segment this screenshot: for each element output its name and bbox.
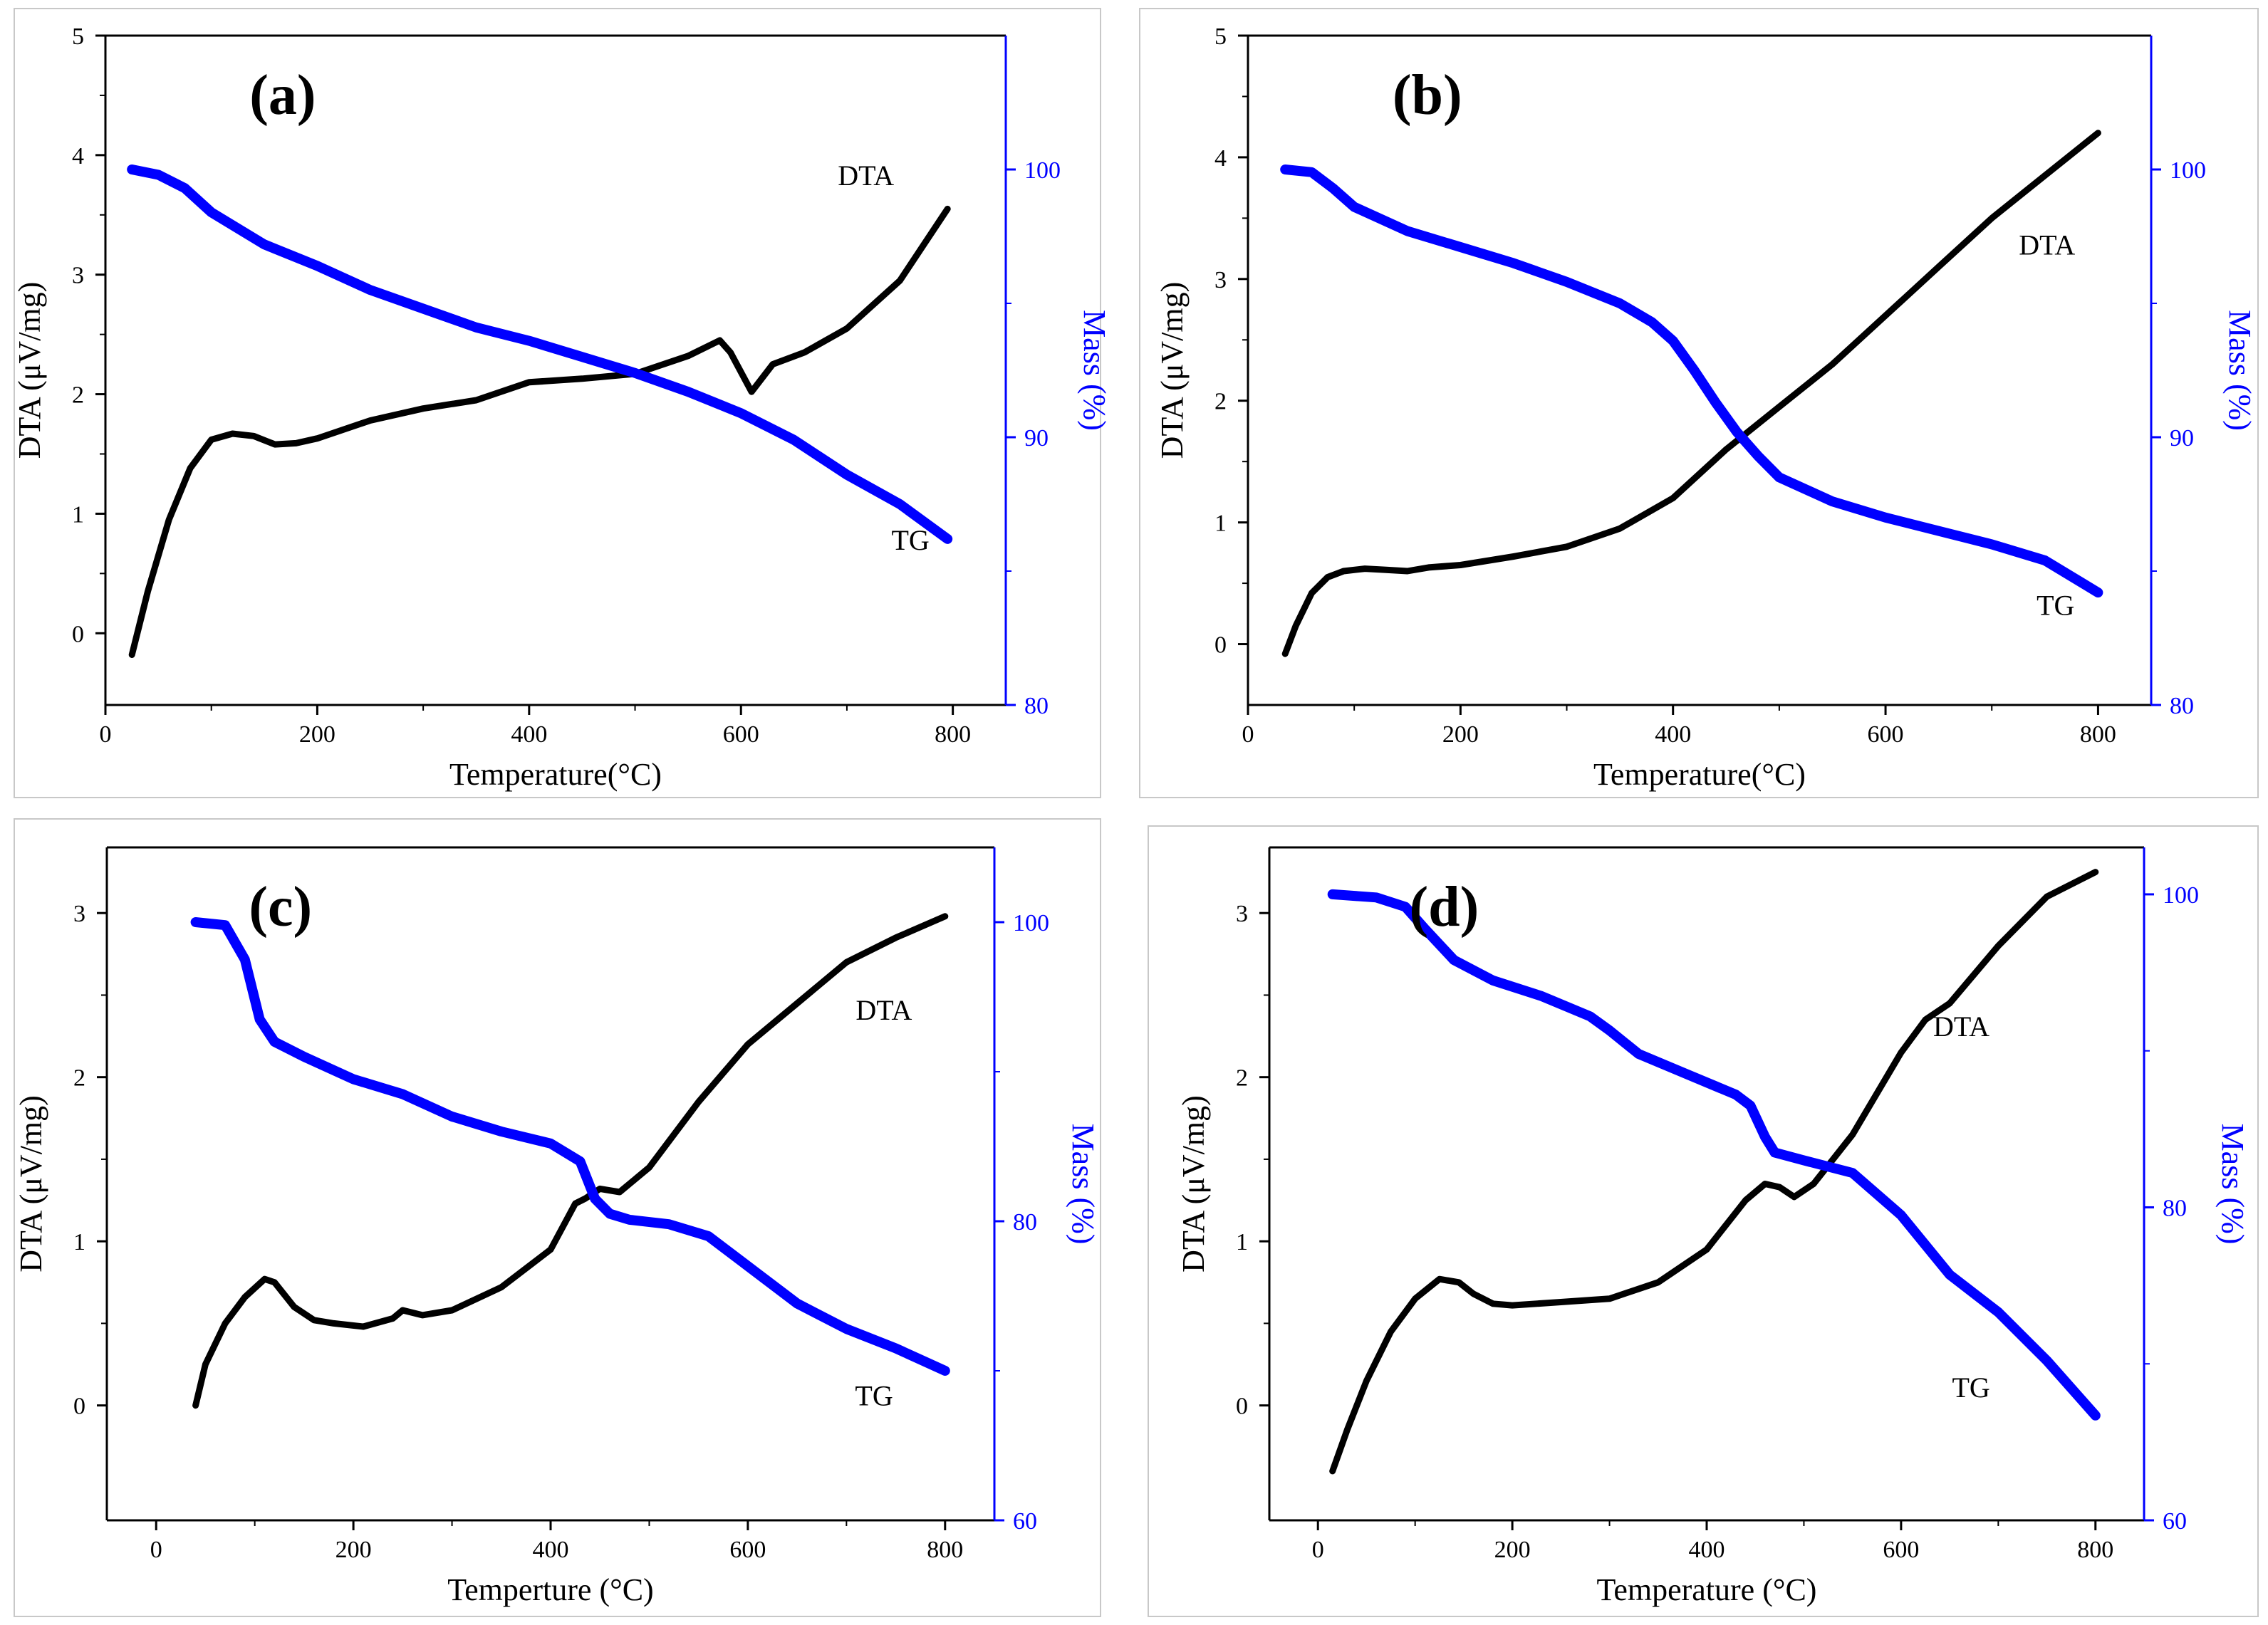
y-tick-label: 2 (73, 1065, 85, 1092)
y2-axis-label: Mass (%) (1066, 1124, 1101, 1245)
y2-tick-label: 80 (1024, 693, 1049, 719)
y-axis-label: DTA (μV/mg) (1176, 1095, 1211, 1273)
panel-label: (d) (1409, 876, 1479, 939)
x-tick-label: 800 (927, 1537, 963, 1563)
tg-curve (190, 917, 950, 1376)
x-axis-label: Temperture (°C) (447, 1572, 653, 1607)
y2-tick-label: 100 (2163, 882, 2199, 909)
x-tick-label: 0 (100, 721, 112, 748)
tg-curve (127, 164, 953, 544)
y-tick-label: 0 (1236, 1394, 1248, 1420)
x-tick-label: 400 (533, 1537, 569, 1563)
y-tick-label: 4 (1214, 145, 1227, 172)
y-axis-label: DTA (μV/mg) (14, 1095, 48, 1273)
x-tick-label: 0 (150, 1537, 162, 1563)
y2-tick-label: 100 (1024, 157, 1061, 184)
y2-axis-label: Mass (%) (2222, 310, 2257, 431)
x-tick-label: 0 (1312, 1537, 1324, 1563)
y-tick-label: 5 (72, 23, 84, 50)
y-axis-label: DTA (μV/mg) (12, 282, 47, 459)
curve-label-tg: TG (855, 1380, 893, 1412)
y2-tick-label: 60 (2163, 1508, 2187, 1535)
tg-curve (1280, 164, 2103, 598)
y2-tick-label: 60 (1013, 1508, 1037, 1535)
panel-b: 0 200 400 600 800 0 1 2 3 4 5 80 90 100 Temperature(°C… (1139, 8, 2259, 798)
y2-axis-label: Mass (%) (1077, 310, 1112, 431)
panel-label: (c) (249, 876, 312, 939)
y-tick-label: 5 (1214, 23, 1227, 50)
x-tick-label: 800 (2077, 1537, 2113, 1563)
x-tick-label: 200 (335, 1537, 372, 1563)
y-tick-label: 1 (73, 1229, 85, 1255)
y2-tick-label: 90 (1024, 425, 1049, 451)
curve-label-dta: DTA (838, 160, 894, 192)
panel-frame (1139, 8, 2259, 798)
x-tick-label: 200 (1494, 1537, 1531, 1563)
dta-curve (128, 205, 951, 658)
y-axis-label: DTA (μV/mg) (1155, 282, 1190, 459)
panel-frame (14, 8, 1101, 798)
y2-tick-label: 80 (2170, 693, 2194, 719)
curve-label-tg: TG (892, 524, 930, 556)
curve-label-tg: TG (2036, 590, 2074, 622)
panel-frame (14, 818, 1101, 1617)
dta-curve (1281, 130, 2101, 657)
y-tick-label: 4 (72, 143, 84, 169)
x-tick-label: 600 (729, 1537, 766, 1563)
y-tick-label: 3 (1214, 267, 1227, 293)
y-tick-label: 3 (72, 263, 84, 289)
x-tick-label: 200 (1442, 721, 1479, 748)
y-tick-label: 2 (1236, 1065, 1248, 1092)
x-tick-label: 400 (511, 721, 547, 748)
x-axis-label: Temperature (°C) (1597, 1572, 1817, 1607)
curve-label-tg: TG (1952, 1371, 1989, 1404)
y-tick-label: 2 (72, 382, 84, 409)
dta-curve (192, 913, 949, 1409)
y2-tick-label: 100 (1013, 910, 1049, 936)
y2-axis-label: Mass (%) (2215, 1124, 2250, 1245)
y-tick-label: 1 (1214, 511, 1227, 537)
y2-tick-label: 80 (1013, 1209, 1037, 1235)
x-tick-label: 400 (1655, 721, 1691, 748)
panel-label: (b) (1393, 64, 1462, 127)
y-tick-label: 3 (1236, 901, 1248, 927)
panel-d: 0 200 400 600 800 0 1 2 3 60 80 100 Temperature (°C)… (1148, 825, 2259, 1617)
y-tick-label: 0 (1214, 632, 1227, 659)
panel-frame (1148, 825, 2259, 1617)
panel-a: 0 200 400 600 800 0 1 2 3 4 5 80 90 100 Temperature(°C… (12, 8, 1112, 798)
x-tick-label: 800 (935, 721, 971, 748)
curve-label-dta: DTA (2019, 229, 2075, 261)
curve-label-dta: DTA (855, 994, 912, 1026)
x-tick-label: 400 (1689, 1537, 1725, 1563)
y-tick-label: 1 (72, 501, 84, 528)
dta-curve (1329, 869, 2099, 1475)
y-tick-label: 0 (72, 621, 84, 647)
panel-c: 0 200 400 600 800 0 1 2 3 60 80 100 Temperture (°C) D… (14, 818, 1101, 1617)
y2-tick-label: 90 (2170, 425, 2194, 451)
y-tick-label: 2 (1214, 389, 1227, 415)
x-tick-label: 600 (1868, 721, 1904, 748)
x-axis-label: Temperature(°C) (449, 757, 662, 792)
panel-label: (a) (249, 64, 316, 127)
curve-label-dta: DTA (1933, 1010, 1989, 1043)
tg-curve (1327, 889, 2101, 1421)
y-tick-label: 0 (73, 1394, 85, 1420)
y-tick-label: 1 (1236, 1229, 1248, 1255)
x-tick-label: 800 (2080, 721, 2116, 748)
y-tick-label: 3 (73, 901, 85, 927)
x-tick-label: 200 (299, 721, 335, 748)
x-tick-label: 0 (1242, 721, 1254, 748)
x-tick-label: 600 (1883, 1537, 1919, 1563)
x-tick-label: 600 (723, 721, 759, 748)
x-axis-label: Temperature(°C) (1593, 757, 1806, 792)
y2-tick-label: 80 (2163, 1195, 2187, 1221)
y2-tick-label: 100 (2170, 157, 2206, 184)
